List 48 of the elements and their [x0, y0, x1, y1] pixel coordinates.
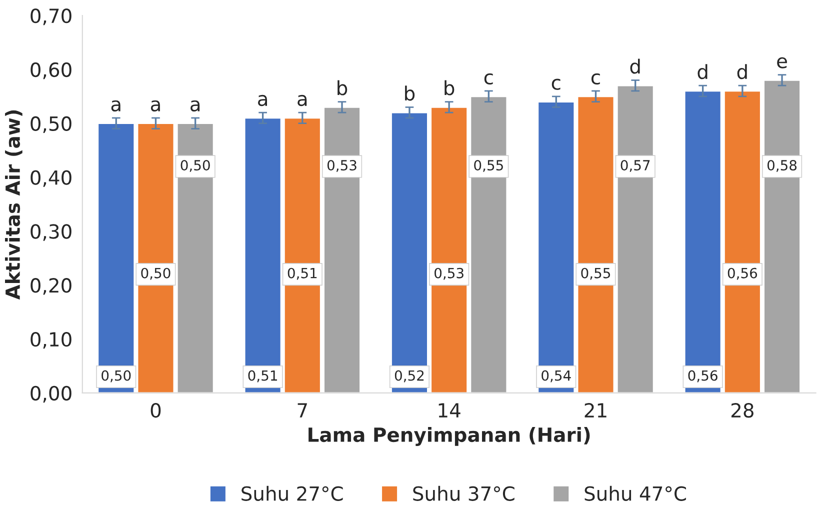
- data-label: 0,55: [474, 160, 503, 172]
- legend-label: Suhu 37°C: [413, 486, 514, 501]
- data-label: 0,50: [141, 268, 170, 280]
- annotation: c: [591, 73, 600, 85]
- annotation: a: [190, 100, 200, 112]
- data-label: 0,51: [248, 370, 277, 382]
- y-tick-label: 0,00: [30, 386, 72, 403]
- data-label: 0,51: [288, 268, 317, 280]
- data-label: 0,55: [581, 268, 610, 280]
- annotation: a: [258, 94, 267, 106]
- annotation: a: [150, 100, 160, 112]
- x-tick-label: 21: [584, 402, 606, 418]
- x-axis-title: Lama Penyimpanan (Hari): [308, 427, 590, 446]
- annotation: e: [777, 57, 787, 68]
- annotation: b: [405, 86, 415, 101]
- x-tick-label: 28: [731, 402, 754, 418]
- x-tick-label: 0: [150, 402, 161, 418]
- annotation: a: [111, 100, 120, 112]
- legend-label: Suhu 47°C: [584, 486, 686, 501]
- legend-label: Suhu 27°C: [242, 486, 343, 501]
- data-label: 0,54: [542, 370, 571, 382]
- x-tick-label: 14: [438, 403, 460, 418]
- data-label: 0,56: [728, 268, 758, 280]
- data-label: 0,53: [327, 160, 356, 172]
- data-label: 0,53: [434, 268, 464, 280]
- y-tick-label: 0,30: [30, 224, 72, 241]
- data-label: 0,58: [767, 160, 797, 172]
- data-label: 0,52: [394, 370, 424, 382]
- data-label: 0,57: [620, 160, 650, 172]
- data-label: 0,50: [180, 160, 210, 172]
- y-tick-label: 0,50: [30, 116, 72, 133]
- data-label: 0,50: [102, 370, 131, 382]
- x-tick-label: 7: [298, 403, 307, 418]
- annotation: d: [698, 64, 708, 80]
- y-axis-title: Aktivitas Air (aw): [5, 110, 22, 300]
- y-tick-label: 0,60: [30, 62, 72, 80]
- annotation: c: [484, 73, 493, 85]
- data-label: 0,56: [688, 370, 718, 382]
- annotation: c: [552, 78, 560, 90]
- annotation: a: [298, 94, 307, 106]
- y-tick-label: 0,70: [30, 8, 72, 26]
- annotation: d: [630, 58, 640, 74]
- y-tick-label: 0,20: [30, 278, 72, 295]
- annotation: d: [737, 64, 747, 80]
- y-tick-label: 0,40: [30, 170, 72, 187]
- annotation: b: [444, 80, 454, 96]
- annotation: b: [338, 80, 348, 96]
- y-tick-label: 0,10: [30, 332, 72, 349]
